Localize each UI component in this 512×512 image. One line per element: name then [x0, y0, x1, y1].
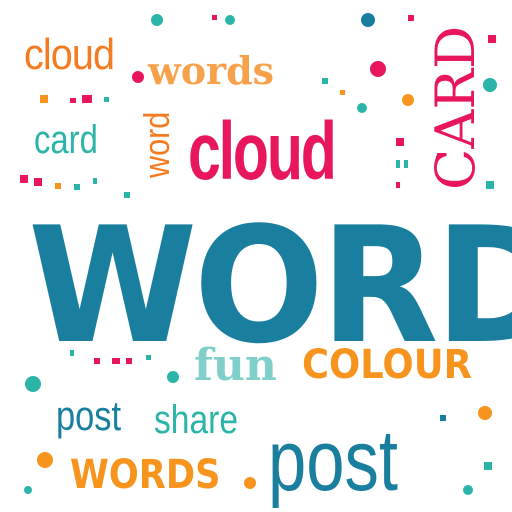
- word-cloud-small: cloud: [24, 30, 115, 79]
- circle-dot-icon: [24, 13, 497, 495]
- word-fun: fun: [194, 340, 277, 391]
- word-card-small: card: [34, 118, 98, 162]
- word-colour: COLOUR: [302, 342, 472, 388]
- word-words-serif: words: [148, 48, 275, 93]
- word-post-big: post: [268, 413, 399, 509]
- word-words-bold: WORDS: [70, 452, 221, 498]
- word-cloud-big: cloud: [188, 106, 337, 197]
- word-word-vertical: word: [136, 111, 177, 178]
- word-word-huge: WORD: [28, 192, 512, 379]
- word-share: share: [154, 398, 239, 442]
- word-post-small: post: [56, 392, 122, 439]
- word-card-vertical: CARD: [424, 25, 487, 190]
- square-confetti-icon: [20, 15, 496, 470]
